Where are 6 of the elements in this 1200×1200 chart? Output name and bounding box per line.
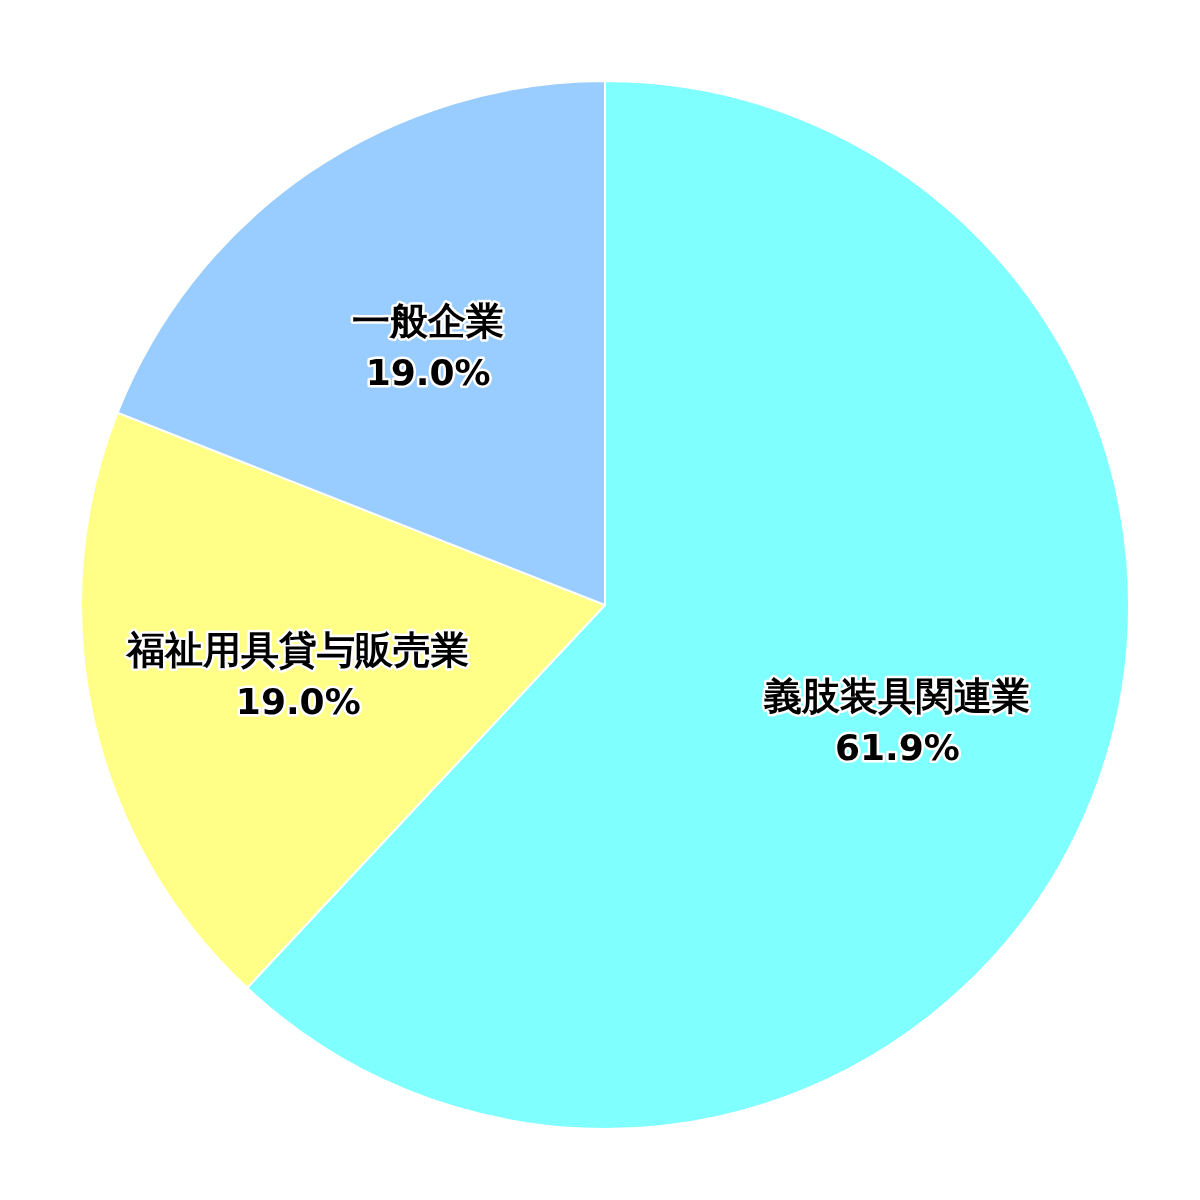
slice-label: 義肢装具関連業: [763, 673, 1031, 718]
slice-label: 一般企業: [352, 298, 505, 343]
slice-label: 福祉用具貸与販売業: [125, 627, 470, 672]
data-label: 19.0%: [365, 352, 491, 394]
data-label: 19.0%: [235, 681, 361, 723]
data-label: 61.9%: [835, 727, 960, 769]
